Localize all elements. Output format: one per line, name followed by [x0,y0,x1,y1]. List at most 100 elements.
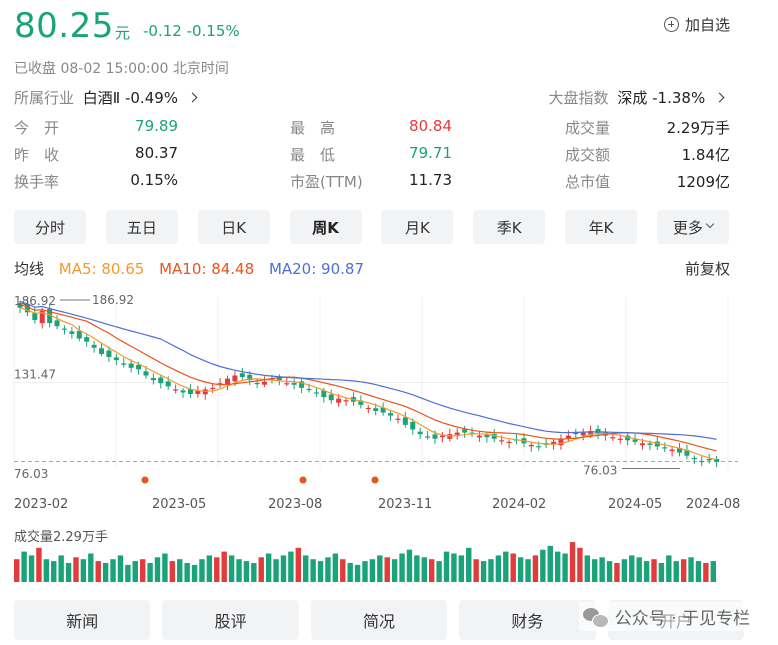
candle-body [610,437,616,439]
volume-bar [658,563,665,582]
candle-body [158,377,164,384]
candle-body [588,431,594,436]
volume-bar [288,551,294,582]
candle-body [24,304,30,313]
tab-daily-k[interactable]: 日K [197,210,270,244]
candle-body [365,407,371,410]
volume-bar [369,559,376,582]
price-adjust-toggle[interactable]: 前复权 [684,260,730,278]
candle-body [536,446,542,448]
tab-comments[interactable]: 股评 [162,600,299,640]
candle-body [180,390,186,393]
volume-bar [310,559,316,582]
candle-body [239,373,245,378]
tab-five-day[interactable]: 五日 [105,210,178,244]
tab-intraday[interactable]: 分时 [14,210,86,244]
volume-bar [43,559,50,582]
volume-bar [21,551,27,582]
candle-body [499,440,505,442]
candle-body [306,388,312,391]
candle-body [128,363,134,368]
volume-bar [14,559,20,582]
tab-finance[interactable]: 财务 [459,600,596,640]
chevron-down-icon [705,219,715,229]
volume-bar [265,553,272,582]
volume-bar [614,563,620,582]
volume-bar [147,563,153,582]
volume-bar [139,559,146,582]
volume-bar [154,557,161,582]
volume-bar [488,559,494,582]
stat-value: 1209亿 [676,173,730,191]
ma10-value: MA10: 84.48 [159,260,255,278]
tab-quarterly-k[interactable]: 季K [473,210,546,244]
candle-body [84,337,90,342]
tab-weekly-k[interactable]: 周K [289,210,362,244]
volume-chart [14,542,716,582]
tab-news[interactable]: 新闻 [14,600,151,640]
volume-bar [532,555,539,582]
candle-body [136,364,142,370]
volume-bar [510,553,516,582]
volume-bar [236,559,242,582]
ma5-line [19,307,717,461]
volume-bar [221,551,227,582]
candle-body [121,363,127,365]
stat-label: 换手率 [14,173,60,191]
tab-monthly-k[interactable]: 月K [381,210,454,244]
stat-label: 成交量 [565,119,611,137]
candle-body [684,449,690,456]
candle-body [462,429,468,433]
candle-body [232,375,238,382]
candle-body [639,443,645,446]
volume-bar [28,555,35,582]
price-change: -0.12 -0.15% [143,22,240,40]
volume-bar [332,553,339,582]
watermark-text: 公众号 · 于见专栏 [614,609,750,629]
add-to-watchlist-button[interactable]: 加自选 [663,14,730,35]
candle-body [662,447,668,449]
volume-bar [673,561,679,582]
x-tick-label: 2024-08 [686,497,740,512]
volume-bar [584,555,591,582]
volume-label: 成交量2.29万手 [14,530,108,545]
volume-bar [621,559,628,582]
ma20-line [19,300,717,440]
market-index-link[interactable]: 大盘指数 深成 -1.38% [548,87,725,108]
candle-body [254,382,260,385]
ma10-line [19,304,717,452]
candle-body [91,344,97,348]
candlestick-chart[interactable]: 186.92 131.47 76.03 186.92 76.03 2023-02 2023-… [0,285,740,515]
volume-bar [295,547,302,582]
candle-body [551,441,557,445]
candle-body [380,407,386,413]
candle-body [284,383,290,385]
moving-average-legend: 均线 MA5: 80.65 MA10: 84.48 MA20: 90.87 [14,258,374,279]
candle-body [113,357,119,361]
candle-body [217,383,223,385]
candle-body [61,328,67,330]
index-name: 深成 [617,89,648,107]
plus-circle-icon [663,17,679,32]
candle-body [647,443,653,445]
tab-yearly-k[interactable]: 年K [565,210,638,244]
volume-bar [636,557,642,582]
tab-more[interactable]: 更多 [656,210,729,244]
tab-profile[interactable]: 简况 [310,600,448,640]
index-label: 大盘指数 [548,89,609,107]
candle-body [625,435,631,441]
volume-bar [517,557,524,582]
candle-body [328,394,334,401]
industry-change: -0.49% [124,89,179,107]
candle-body [54,320,60,327]
volume-bar [414,555,420,582]
stat-label: 最 低 [290,146,336,164]
volume-bar [428,559,435,582]
industry-link[interactable]: 所属行业 白酒Ⅱ -0.49% [14,87,198,108]
volume-bar [577,547,583,582]
volume-bar [443,551,450,582]
candle-body [165,381,171,387]
candle-body [321,390,327,398]
volume-bar [458,555,465,582]
volume-bar [473,559,479,582]
